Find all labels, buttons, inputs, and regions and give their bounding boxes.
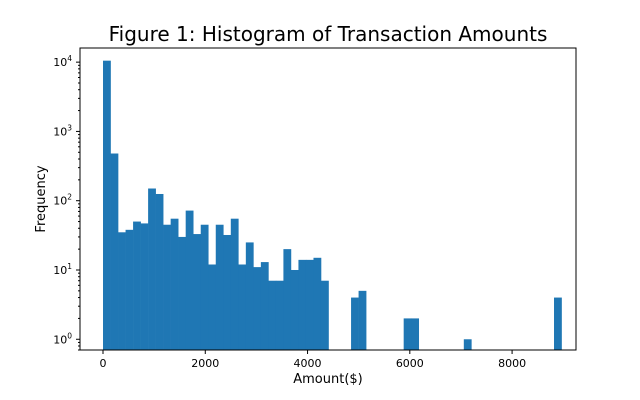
y-tick-base: 10: [53, 125, 67, 138]
histogram-bar: [125, 229, 134, 350]
y-tick-label: 100: [53, 331, 72, 346]
histogram-bar: [185, 210, 194, 350]
y-tick-base: 10: [53, 195, 67, 208]
histogram-bar: [118, 232, 126, 350]
histogram-bar: [193, 234, 202, 350]
histogram-bar: [260, 262, 269, 350]
histogram-bar: [313, 257, 322, 350]
y-tick-exponent: 0: [67, 331, 72, 340]
x-tick-label: 8000: [498, 357, 526, 370]
histogram-bar: [155, 193, 164, 350]
histogram-bar: [170, 218, 179, 350]
histogram-bar: [238, 264, 247, 350]
histogram-bar: [268, 280, 277, 350]
histogram-bar: [275, 280, 284, 350]
histogram-bar: [178, 236, 186, 350]
y-tick-label: 102: [53, 193, 72, 208]
y-tick-exponent: 1: [67, 262, 72, 271]
histogram-bars: [103, 60, 562, 351]
x-tick-label: 4000: [294, 357, 322, 370]
histogram-bar: [103, 60, 111, 351]
histogram-bar: [148, 188, 156, 350]
histogram-bar: [223, 234, 232, 350]
histogram-bar: [163, 224, 171, 350]
histogram-bar: [554, 297, 562, 350]
histogram-bar: [253, 267, 262, 350]
y-tick-exponent: 3: [67, 123, 72, 132]
histogram-bar: [230, 218, 239, 350]
histogram-bar: [351, 297, 359, 350]
histogram-bar: [463, 339, 472, 350]
histogram-bar: [245, 242, 254, 350]
histogram-bar: [208, 264, 217, 350]
histogram-bar: [411, 318, 420, 350]
histogram-bar: [215, 224, 224, 350]
y-tick-base: 10: [53, 264, 67, 277]
y-tick-exponent: 2: [67, 193, 72, 202]
y-tick-label: 101: [53, 262, 72, 277]
y-axis-label: Frequency: [34, 165, 49, 232]
histogram-bar: [320, 280, 329, 350]
histogram-bar: [358, 290, 367, 350]
histogram-bar: [290, 269, 299, 350]
histogram-bar: [298, 259, 307, 350]
y-tick-base: 10: [53, 333, 67, 346]
x-axis-ticks: 0 2000 4000 6000 8000: [100, 350, 526, 370]
histogram-bar: [200, 224, 209, 350]
histogram-bar: [110, 153, 119, 350]
x-tick-label: 2000: [191, 357, 219, 370]
y-tick-label: 104: [53, 54, 72, 69]
histogram-bar: [403, 318, 412, 350]
y-tick-label: 103: [53, 123, 72, 138]
y-tick-base: 10: [53, 56, 67, 69]
x-tick-label: 0: [100, 357, 107, 370]
y-tick-exponent: 4: [67, 54, 72, 63]
chart-title: Figure 1: Histogram of Transaction Amoun…: [109, 22, 548, 46]
histogram-bar: [305, 259, 314, 350]
plot-frame: [79, 47, 577, 351]
histogram-bar: [140, 223, 149, 350]
x-tick-label: 6000: [396, 357, 424, 370]
x-axis-label: Amount($): [293, 372, 363, 387]
histogram-bar: [283, 249, 292, 350]
histogram-bar: [133, 221, 141, 350]
